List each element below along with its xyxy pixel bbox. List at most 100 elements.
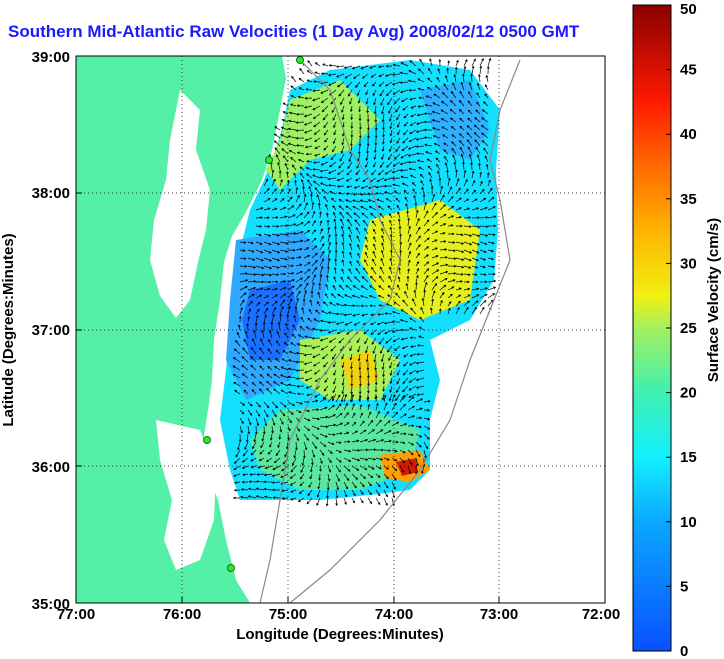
velocity-arrow — [232, 496, 240, 500]
velocity-arrow — [399, 169, 409, 172]
velocity-arrow — [250, 457, 257, 462]
velocity-arrow — [261, 329, 265, 339]
velocity-arrow — [259, 365, 265, 371]
velocity-arrow — [295, 409, 302, 413]
velocity-arrow — [386, 161, 393, 168]
velocity-arrow — [463, 294, 471, 299]
velocity-arrow — [277, 161, 281, 171]
colorbar-tick-label: 50 — [680, 1, 697, 18]
velocity-arrow — [382, 385, 385, 392]
velocity-arrow — [468, 153, 473, 163]
velocity-arrow — [314, 187, 321, 195]
velocity-arrow — [343, 449, 352, 453]
velocity-arrow — [407, 268, 410, 275]
velocity-arrow — [255, 294, 263, 299]
velocity-arrow — [399, 432, 407, 436]
velocity-arrow — [365, 97, 369, 105]
velocity-arrow — [415, 226, 421, 235]
velocity-arrow — [455, 207, 462, 211]
velocity-arrow — [274, 126, 281, 131]
velocity-arrow — [398, 266, 401, 275]
velocity-arrow — [346, 81, 353, 89]
velocity-arrow — [272, 465, 281, 470]
velocity-arrow — [479, 225, 489, 228]
velocity-arrow — [407, 79, 417, 83]
velocity-arrow — [415, 385, 425, 389]
velocity-arrow — [341, 250, 345, 259]
velocity-arrow — [333, 361, 337, 368]
velocity-arrow — [441, 91, 449, 99]
velocity-arrow — [471, 265, 479, 269]
velocity-arrow — [447, 279, 456, 283]
velocity-arrow — [279, 233, 289, 236]
velocity-arrow — [384, 169, 393, 175]
velocity-arrow — [335, 473, 340, 482]
velocity-arrow — [416, 113, 425, 117]
velocity-arrow — [236, 331, 241, 339]
velocity-arrow — [471, 306, 477, 315]
velocity-arrow — [350, 137, 353, 147]
velocity-arrow — [423, 417, 431, 421]
velocity-arrow — [295, 230, 304, 235]
velocity-arrow — [477, 73, 481, 83]
velocity-arrow — [309, 465, 313, 473]
velocity-arrow — [311, 457, 314, 466]
velocity-arrow — [467, 117, 473, 123]
velocity-arrow — [271, 257, 281, 262]
velocity-arrow — [407, 449, 414, 456]
velocity-arrow — [391, 411, 399, 419]
velocity-arrow — [355, 177, 361, 182]
velocity-arrow — [233, 348, 241, 355]
velocity-arrow — [287, 417, 293, 424]
velocity-arrow — [328, 169, 337, 174]
velocity-arrow — [288, 359, 297, 363]
velocity-arrow — [271, 481, 281, 484]
velocity-arrow — [425, 95, 433, 99]
velocity-arrow — [287, 240, 297, 244]
velocity-arrow — [417, 87, 425, 91]
velocity-arrow — [375, 473, 381, 478]
velocity-arrow — [319, 415, 329, 419]
velocity-arrow — [416, 352, 425, 356]
velocity-arrow — [333, 266, 337, 275]
velocity-arrow — [423, 408, 431, 412]
velocity-arrow — [415, 281, 418, 291]
velocity-arrow — [423, 128, 433, 132]
velocity-arrow — [232, 357, 241, 363]
velocity-arrow — [387, 153, 393, 161]
velocity-arrow — [338, 284, 345, 291]
velocity-arrow — [377, 329, 385, 335]
velocity-arrow — [239, 409, 245, 415]
velocity-arrow — [421, 465, 425, 474]
velocity-arrow — [322, 301, 329, 307]
velocity-arrow — [295, 297, 299, 307]
velocity-arrow — [378, 81, 385, 87]
velocity-arrow — [296, 151, 305, 155]
velocity-arrow — [263, 314, 267, 323]
velocity-arrow — [487, 241, 495, 245]
velocity-arrow — [407, 424, 415, 428]
velocity-arrow — [476, 154, 481, 163]
velocity-arrow — [282, 102, 289, 107]
velocity-arrow — [359, 420, 365, 427]
velocity-arrow — [279, 306, 284, 315]
velocity-arrow — [386, 345, 393, 353]
y-tick-label: 36:00 — [32, 459, 70, 476]
velocity-arrow — [255, 233, 263, 237]
velocity-arrow — [315, 309, 321, 315]
velocity-arrow — [251, 389, 257, 395]
velocity-arrow — [431, 127, 441, 131]
velocity-arrow — [364, 227, 369, 235]
velocity-arrow — [313, 80, 321, 83]
velocity-arrow — [431, 269, 440, 275]
velocity-arrow — [313, 121, 321, 128]
velocity-arrow — [250, 449, 257, 456]
velocity-arrow — [245, 433, 249, 443]
velocity-arrow — [487, 257, 495, 261]
velocity-arrow — [303, 113, 313, 118]
velocity-arrow — [312, 89, 321, 93]
velocity-arrow — [350, 121, 354, 130]
velocity-arrow — [381, 361, 385, 370]
velocity-arrow — [417, 78, 425, 83]
velocity-arrow — [381, 145, 385, 152]
